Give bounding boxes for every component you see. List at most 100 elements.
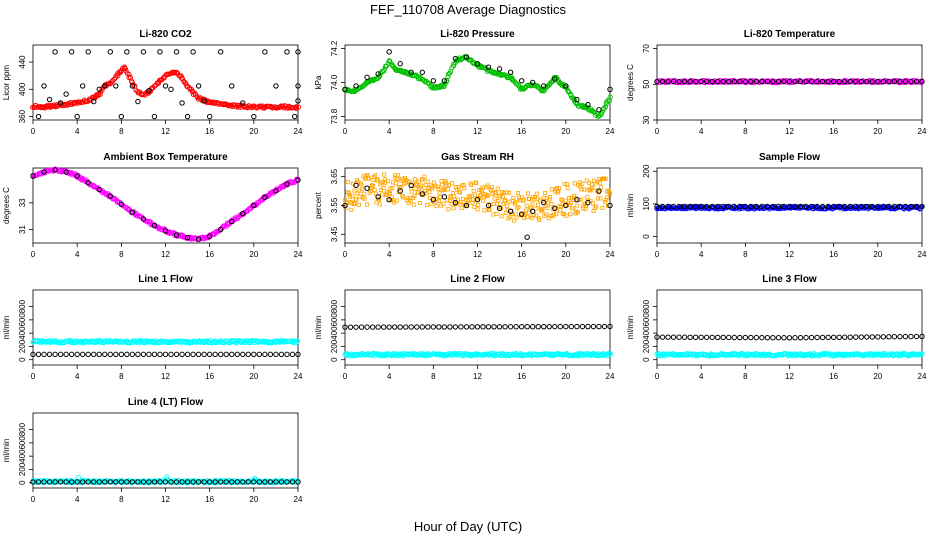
data-point — [568, 200, 573, 205]
data-point — [681, 78, 688, 85]
data-point — [891, 334, 898, 340]
data-point — [184, 113, 191, 120]
x-tick-label: 0 — [655, 250, 660, 259]
x-tick-label: 12 — [161, 127, 170, 136]
data-point — [96, 479, 102, 485]
x-tick-label: 0 — [31, 495, 36, 504]
data-point — [803, 78, 809, 85]
x-tick-label: 20 — [249, 372, 258, 381]
data-point — [908, 333, 914, 340]
data-point — [447, 324, 453, 330]
data-point — [530, 201, 535, 206]
data-point — [547, 197, 552, 202]
data-point — [919, 351, 925, 357]
data-point — [91, 351, 97, 358]
data-point — [504, 190, 509, 195]
data-point — [157, 49, 163, 55]
series-hourly-average — [342, 323, 613, 330]
data-point — [781, 335, 787, 341]
data-point — [386, 197, 392, 203]
data-point — [676, 203, 682, 210]
data-point — [102, 351, 108, 358]
y-tick-label: 70 — [642, 44, 651, 53]
y-axis-label: ml/min — [626, 316, 635, 340]
data-point — [184, 351, 191, 358]
data-point — [284, 351, 290, 358]
data-point — [251, 351, 257, 358]
data-point — [386, 49, 392, 55]
data-point — [880, 203, 887, 210]
data-point — [408, 324, 414, 330]
data-point — [375, 324, 381, 330]
data-point — [546, 323, 552, 330]
data-point — [886, 334, 892, 340]
data-point — [479, 189, 484, 194]
panel-line1: Line 1 Flow ml/min 0 4 8 12 16 20 24 0 20040060080… — [2, 274, 303, 381]
data-point — [354, 197, 359, 202]
data-point — [377, 197, 382, 202]
data-point — [452, 194, 457, 199]
data-point — [580, 181, 585, 186]
data-point — [129, 351, 136, 358]
data-point — [175, 339, 181, 345]
y-tick-label: 0 — [330, 357, 339, 362]
data-point — [535, 323, 541, 330]
data-point — [390, 185, 395, 190]
y-axis-label: kPa — [314, 75, 323, 89]
data-point — [129, 79, 135, 85]
data-point — [135, 351, 141, 358]
data-point — [102, 190, 108, 196]
data-point — [414, 182, 419, 187]
data-point — [190, 351, 196, 358]
data-point — [558, 204, 563, 209]
data-point — [541, 83, 547, 89]
series-instantaneous — [30, 166, 300, 243]
data-point — [422, 352, 428, 358]
data-point — [908, 203, 914, 210]
data-point — [408, 182, 414, 189]
data-point — [387, 191, 392, 196]
x-tick-label: 20 — [873, 127, 882, 136]
data-point — [451, 206, 456, 211]
data-point — [403, 324, 409, 330]
data-point — [129, 209, 136, 215]
x-tick-label: 24 — [606, 372, 615, 381]
data-point — [74, 479, 80, 485]
data-point — [395, 173, 400, 178]
data-point — [195, 351, 202, 358]
data-point — [869, 334, 876, 340]
data-point — [162, 479, 169, 485]
data-point — [176, 232, 182, 238]
data-point — [215, 478, 221, 484]
data-point — [770, 335, 776, 341]
data-point — [436, 187, 441, 192]
data-point — [107, 49, 113, 55]
data-point — [457, 190, 462, 195]
data-point — [472, 204, 477, 209]
data-point — [85, 180, 91, 186]
data-point — [133, 338, 139, 344]
y-tick-label: 31 — [18, 225, 27, 234]
data-point — [157, 351, 163, 358]
data-point — [902, 78, 909, 85]
data-point — [58, 340, 64, 346]
data-point — [596, 323, 602, 330]
data-point — [559, 197, 564, 202]
data-point — [179, 351, 185, 358]
y-tick-label: 33 — [18, 198, 27, 207]
data-point — [52, 351, 58, 358]
series-instantaneous — [30, 338, 301, 346]
data-point — [347, 324, 354, 330]
data-point — [671, 352, 677, 358]
data-point — [481, 198, 486, 203]
data-point — [375, 71, 381, 77]
data-point — [41, 479, 47, 485]
data-point — [836, 78, 842, 85]
data-point — [211, 99, 217, 105]
data-point — [720, 334, 726, 341]
data-point — [195, 479, 202, 485]
data-point — [446, 207, 451, 212]
data-point — [140, 49, 147, 55]
data-point — [488, 202, 493, 207]
data-point — [234, 351, 240, 358]
